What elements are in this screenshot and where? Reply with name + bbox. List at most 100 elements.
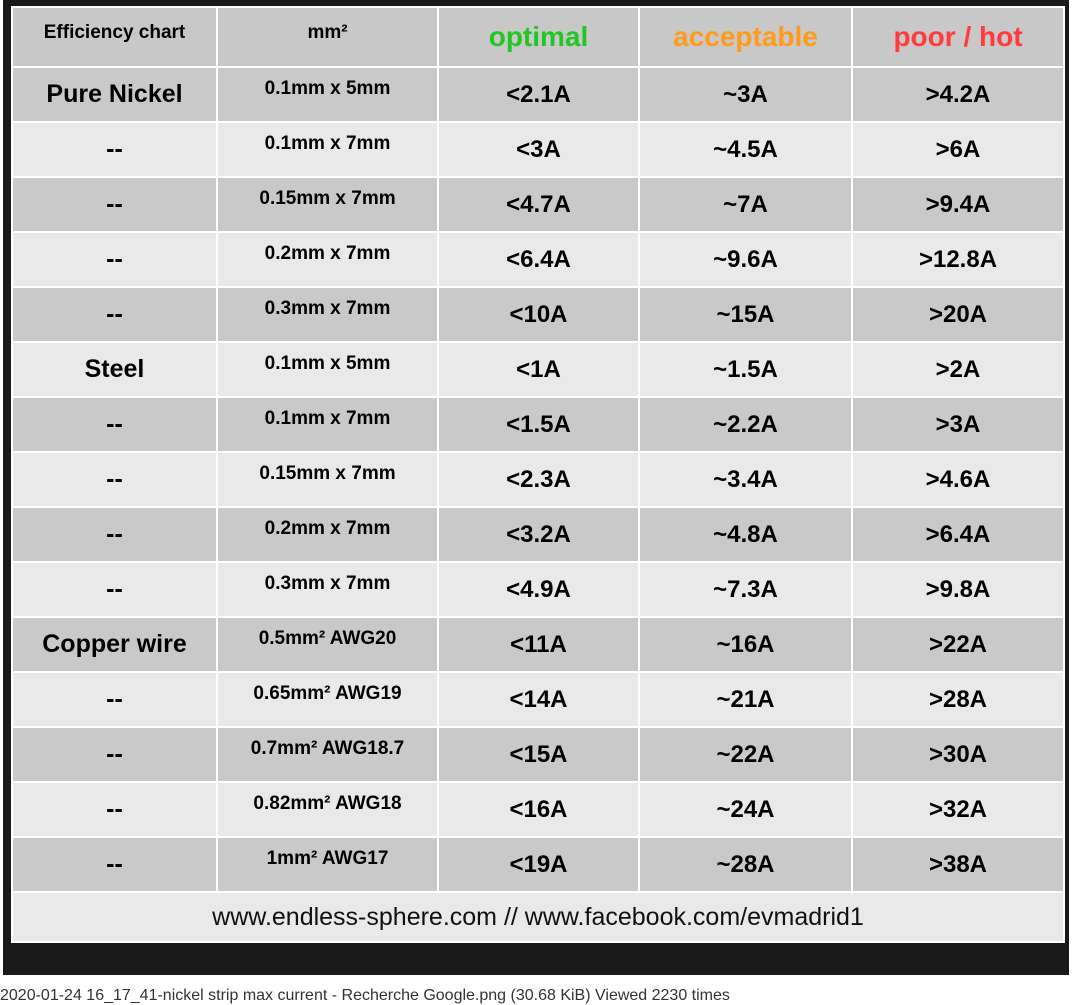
table-cell: Steel <box>11 341 218 398</box>
image-caption: 2020-01-24 16_17_41-nickel strip max cur… <box>0 987 730 1004</box>
table-row: -- 0.2mm x 7mm <3.2A ~4.8A >6.4A <box>11 506 1065 563</box>
table-row: -- 1mm² AWG17 <19A ~28A >38A <box>11 836 1065 893</box>
table-cell: ~24A <box>638 781 853 838</box>
table-cell: 0.1mm x 7mm <box>216 396 439 453</box>
table-cell: 0.1mm x 5mm <box>216 66 439 123</box>
header-cell: acceptable <box>638 6 853 68</box>
table-row: -- 0.82mm² AWG18 <16A ~24A >32A <box>11 781 1065 838</box>
table-cell: 0.15mm x 7mm <box>216 451 439 508</box>
table-row: -- 0.7mm² AWG18.7 <15A ~22A >30A <box>11 726 1065 783</box>
table-cell: Copper wire <box>11 616 218 673</box>
table-cell: 0.3mm x 7mm <box>216 286 439 343</box>
table-cell: <2.3A <box>437 451 640 508</box>
table-cell: >2A <box>851 341 1065 398</box>
table-cell: 0.65mm² AWG19 <box>216 671 439 728</box>
table-cell: <4.7A <box>437 176 640 233</box>
table-body: Efficiency chart mm² optimal acceptable poor… <box>11 6 1065 943</box>
table-cell: -- <box>11 726 218 783</box>
table-row: -- 0.1mm x 7mm <3A ~4.5A >6A <box>11 121 1065 178</box>
table-cell: -- <box>11 836 218 893</box>
table-cell: 0.2mm x 7mm <box>216 231 439 288</box>
table-row: -- 0.65mm² AWG19 <14A ~21A >28A <box>11 671 1065 728</box>
table-cell: >22A <box>851 616 1065 673</box>
table-cell: <19A <box>437 836 640 893</box>
table-row: Pure Nickel 0.1mm x 5mm <2.1A ~3A >4.2A <box>11 66 1065 123</box>
table-cell: >30A <box>851 726 1065 783</box>
table-row: Copper wire 0.5mm² AWG20 <11A ~16A >22A <box>11 616 1065 673</box>
table-cell: -- <box>11 176 218 233</box>
table-cell: -- <box>11 396 218 453</box>
table-cell: <2.1A <box>437 66 640 123</box>
table-cell: >9.4A <box>851 176 1065 233</box>
table-row: Steel 0.1mm x 5mm <1A ~1.5A >2A <box>11 341 1065 398</box>
table-row: -- 0.15mm x 7mm <4.7A ~7A >9.4A <box>11 176 1065 233</box>
table-row: -- 0.3mm x 7mm <4.9A ~7.3A >9.8A <box>11 561 1065 618</box>
header-cell: optimal <box>437 6 640 68</box>
table-cell: ~21A <box>638 671 853 728</box>
table-row: -- 0.1mm x 7mm <1.5A ~2.2A >3A <box>11 396 1065 453</box>
table-cell: -- <box>11 671 218 728</box>
table-cell: ~4.5A <box>638 121 853 178</box>
table-cell: >9.8A <box>851 561 1065 618</box>
table-cell: -- <box>11 451 218 508</box>
table-cell: ~2.2A <box>638 396 853 453</box>
table-cell: ~16A <box>638 616 853 673</box>
table-cell: >3A <box>851 396 1065 453</box>
table-cell: <1A <box>437 341 640 398</box>
table-cell: ~7A <box>638 176 853 233</box>
table-cell: 0.2mm x 7mm <box>216 506 439 563</box>
table-cell: >4.6A <box>851 451 1065 508</box>
table-cell: <6.4A <box>437 231 640 288</box>
table-cell: <1.5A <box>437 396 640 453</box>
header-cell: mm² <box>216 6 439 68</box>
table-cell: 0.15mm x 7mm <box>216 176 439 233</box>
header-cell: Efficiency chart <box>11 6 218 68</box>
table-cell: <11A <box>437 616 640 673</box>
table-cell: >38A <box>851 836 1065 893</box>
table-cell: >6A <box>851 121 1065 178</box>
table-cell: -- <box>11 561 218 618</box>
image-frame: Efficiency chart mm² optimal acceptable poor… <box>3 0 1069 975</box>
table-cell: 0.82mm² AWG18 <box>216 781 439 838</box>
header-cell: poor / hot <box>851 6 1065 68</box>
table-cell: ~4.8A <box>638 506 853 563</box>
footer-row: www.endless-sphere.com // www.facebook.c… <box>11 891 1065 943</box>
table-cell: >6.4A <box>851 506 1065 563</box>
table-cell: ~7.3A <box>638 561 853 618</box>
table-cell: <16A <box>437 781 640 838</box>
table-row: -- 0.15mm x 7mm <2.3A ~3.4A >4.6A <box>11 451 1065 508</box>
table-cell: 0.7mm² AWG18.7 <box>216 726 439 783</box>
table-cell: <3.2A <box>437 506 640 563</box>
table-cell: 0.3mm x 7mm <box>216 561 439 618</box>
footer-cell: www.endless-sphere.com // www.facebook.c… <box>11 891 1065 943</box>
table-cell: <10A <box>437 286 640 343</box>
table-cell: -- <box>11 286 218 343</box>
table-cell: -- <box>11 781 218 838</box>
table-cell: -- <box>11 231 218 288</box>
table-cell: >32A <box>851 781 1065 838</box>
table-cell: ~28A <box>638 836 853 893</box>
table-cell: Pure Nickel <box>11 66 218 123</box>
efficiency-table: Efficiency chart mm² optimal acceptable poor… <box>11 6 1065 943</box>
table-cell: <15A <box>437 726 640 783</box>
table-cell: <3A <box>437 121 640 178</box>
table-cell: 1mm² AWG17 <box>216 836 439 893</box>
table-cell: ~9.6A <box>638 231 853 288</box>
table-cell: 0.5mm² AWG20 <box>216 616 439 673</box>
table-row: -- 0.2mm x 7mm <6.4A ~9.6A >12.8A <box>11 231 1065 288</box>
table-cell: ~3.4A <box>638 451 853 508</box>
table-cell: 0.1mm x 5mm <box>216 341 439 398</box>
table-cell: 0.1mm x 7mm <box>216 121 439 178</box>
table-cell: >12.8A <box>851 231 1065 288</box>
table-cell: ~3A <box>638 66 853 123</box>
table-cell: >20A <box>851 286 1065 343</box>
table-cell: <4.9A <box>437 561 640 618</box>
table-cell: ~1.5A <box>638 341 853 398</box>
table-cell: ~22A <box>638 726 853 783</box>
table-cell: >28A <box>851 671 1065 728</box>
table-cell: >4.2A <box>851 66 1065 123</box>
header-row: Efficiency chart mm² optimal acceptable poor… <box>11 6 1065 68</box>
table-row: -- 0.3mm x 7mm <10A ~15A >20A <box>11 286 1065 343</box>
table-cell: <14A <box>437 671 640 728</box>
